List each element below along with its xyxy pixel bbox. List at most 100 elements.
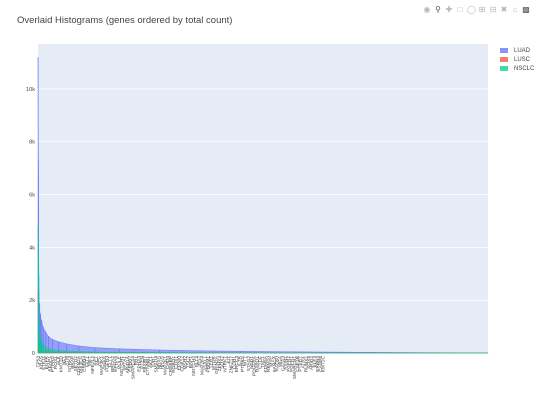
bar-luad-12 (78, 345, 80, 353)
x-tick-label-15: PIK3CA (79, 355, 85, 373)
x-tick-label-31: ARID1A (125, 355, 131, 373)
bar-nsclc-14 (118, 352, 120, 353)
x-tick-label-63: ZFHX3 (217, 356, 223, 372)
pan-icon[interactable]: ✚ (445, 5, 453, 14)
bar-luad-6 (42, 326, 44, 353)
x-tick-label-94: SOX9 (306, 356, 312, 369)
x-tick-label-68: CDH1 (231, 356, 237, 369)
x-tick-label-85: GATA3 (280, 356, 286, 371)
x-axis: TP53KRASSTK11EGFRKEAP1PTPRDROS1ALKKMT2DN… (36, 355, 327, 379)
bar-luad-16 (199, 350, 201, 353)
series-nsclc (37, 226, 489, 354)
y-tick-label-3: 8k (29, 140, 35, 146)
x-tick-label-65: NTRK1 (223, 356, 229, 372)
x-tick-label-58: ASXL1 (203, 356, 209, 371)
bar-luad-5 (41, 319, 43, 353)
x-tick-label-88: FGFR1 (289, 356, 295, 372)
x-tick-label-30: SPTA1 (122, 356, 128, 371)
x-tick-label-84: MGA (277, 355, 283, 367)
x-tick-label-80: RBM10 (266, 356, 272, 372)
x-tick-label-67: ZNF217 (229, 356, 235, 374)
bar-luad-3 (39, 302, 41, 353)
x-tick-label-96: ELF3 (312, 356, 318, 368)
bar-nsclc-13 (94, 351, 96, 353)
x-tick-label-72: WT1 (243, 356, 249, 366)
x-tick-label-75: PDGFRA (252, 355, 258, 376)
bar-luad-17 (239, 351, 241, 353)
legend-item-lusc[interactable]: LUSC (500, 55, 534, 64)
zoom-out-icon[interactable]: ⊟ (489, 5, 497, 14)
x-tick-label-48: CUX1 (174, 356, 180, 369)
camera-icon[interactable]: ◉ (423, 5, 431, 14)
modebar: ◉ ⚲ ✚ □ ◯ ⊞ ⊟ ✖ ⌂ ▩ (423, 6, 530, 14)
bar-nsclc-8 (48, 348, 49, 353)
x-tick-label-87: FGFR2 (286, 356, 292, 372)
y-axis: 2k 4k 6k 8k 10k 0 (26, 87, 35, 357)
x-tick-label-33: SMARCA4 (130, 356, 136, 380)
bar-nsclc-12 (78, 351, 80, 353)
x-tick-label-10: ATM (64, 356, 70, 366)
zoom-in-icon[interactable]: ⊞ (478, 5, 486, 14)
bar-luad-19 (320, 352, 322, 353)
x-tick-label-82: FANCA (272, 355, 278, 372)
x-tick-label-41: SMAD4 (153, 356, 159, 373)
y-tick-label-2: 6k (29, 193, 35, 199)
y-tick-label-zero: 0 (32, 351, 35, 357)
x-tick-label-4: KEAP1 (47, 356, 53, 372)
x-tick-label-46: CREBBP (168, 356, 174, 376)
x-tick-label-51: MSH2 (183, 356, 189, 370)
x-tick-label-98: CASP8 (318, 356, 324, 372)
reset-icon[interactable]: ⌂ (512, 5, 518, 14)
x-tick-label-8: KMT2D (59, 355, 65, 372)
legend-swatch-nsclc (500, 66, 508, 71)
x-tick-label-91: PTPRT (298, 356, 304, 372)
autoscale-icon[interactable]: ✖ (500, 5, 508, 14)
legend-item-nsclc[interactable]: NSCLC (500, 64, 534, 73)
x-tick-label-9: NF1 (61, 356, 67, 365)
x-tick-label-53: BAP1 (188, 356, 194, 369)
gridlines (38, 88, 488, 301)
x-tick-label-81: MYC (269, 355, 275, 366)
bar-nsclc-9 (52, 349, 54, 353)
bar-luad-9 (52, 339, 54, 353)
x-tick-label-42: NRAS (156, 356, 162, 369)
x-tick-label-54: NOTCH2 (191, 356, 197, 376)
legend-item-luad[interactable]: LUAD (500, 46, 534, 55)
x-tick-label-20: RET (93, 356, 99, 366)
x-tick-label-86: AXIN1 (283, 356, 289, 370)
x-tick-label-28: POLE (116, 356, 122, 369)
x-tick-label-66: KIT (226, 356, 232, 364)
x-tick-label-76: BARD1 (254, 356, 260, 372)
bar-nsclc-10 (58, 350, 60, 353)
x-tick-label-13: SETD2 (73, 356, 79, 372)
x-tick-label-60: TERT (208, 356, 214, 369)
lasso-icon[interactable]: ◯ (467, 5, 476, 14)
x-tick-label-78: TSC1 (260, 356, 266, 369)
x-tick-label-43: HRAS (160, 356, 166, 369)
x-tick-label-2: STK11 (41, 356, 47, 371)
x-tick-label-59: PBRM1 (206, 356, 212, 373)
x-tick-label-17: FAT1 (84, 356, 90, 367)
y-tick-label-1: 4k (29, 245, 35, 251)
bar-nsclc-6 (42, 344, 44, 353)
x-tick-label-77: CTCF (257, 356, 263, 369)
x-tick-label-57: MAP2K4 (200, 356, 206, 375)
x-tick-label-18: MET (87, 356, 93, 366)
bar-nsclc-4 (40, 337, 41, 353)
x-tick-label-49: EP300 (176, 356, 182, 371)
x-tick-label-35: EPHA3 (136, 356, 142, 372)
x-tick-label-11: NTRK3 (67, 356, 73, 372)
plot-background (38, 44, 488, 353)
x-tick-label-95: ARID2 (309, 356, 315, 370)
y-tick-label-4: 10k (26, 87, 35, 93)
box-select-icon[interactable]: □ (457, 5, 463, 14)
x-tick-label-71: PTPRS (240, 356, 246, 372)
bar-luad-7 (45, 331, 47, 353)
x-tick-label-12: BRAF (70, 356, 76, 369)
plotly-logo-icon[interactable]: ▩ (522, 5, 530, 14)
zoom-icon[interactable]: ⚲ (435, 5, 441, 14)
x-tick-label-5: PTPRD (50, 355, 56, 372)
bar-luad-10 (58, 341, 60, 353)
bar-luad-15 (159, 349, 161, 353)
